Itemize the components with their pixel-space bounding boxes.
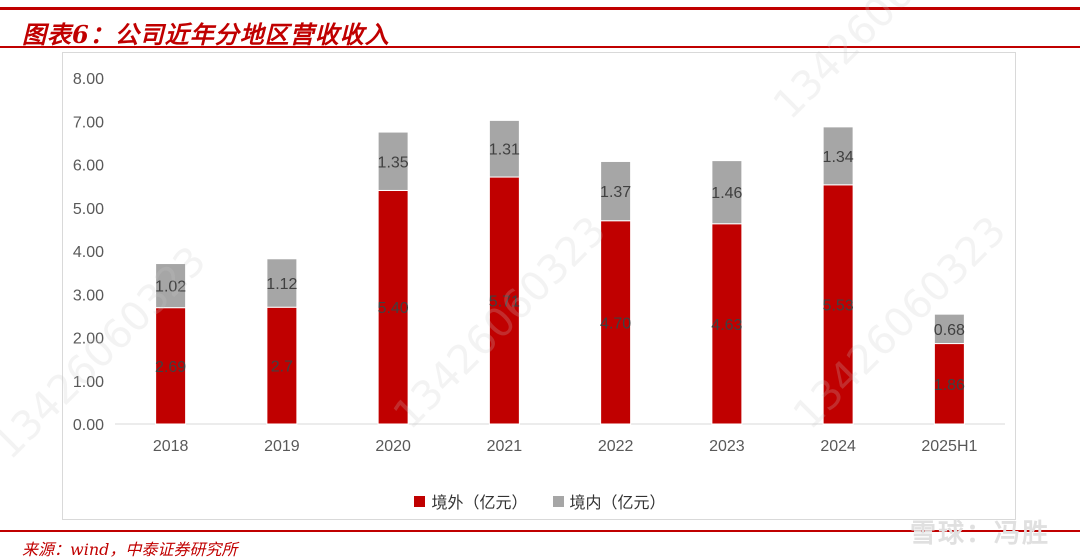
bar-domestic [600,160,632,222]
x-tick-label: 2020 [375,438,411,455]
bar-domestic [822,126,854,186]
data-label: 1.37 [600,184,631,201]
x-tick-label: 2019 [264,438,300,455]
legend-swatch-overseas [414,495,426,507]
bar-domestic [377,131,409,191]
chart-frame [62,52,1016,520]
bar-domestic [266,258,298,308]
y-tick-label: 8.00 [73,71,104,88]
source-note: 来源：wind，中泰证券研究所 [22,540,238,559]
data-label: 1.34 [823,149,854,166]
bar-domestic [933,313,965,345]
y-tick-label: 3.00 [73,287,104,304]
legend-label-domestic: 境内（亿元） [569,493,666,512]
data-label: 5.40 [378,300,409,317]
data-label: 5.71 [489,294,520,311]
x-tick-label: 2021 [487,438,523,455]
x-tick-label: 2022 [598,438,634,455]
bar-overseas [933,343,965,425]
legend-swatch-domestic [552,495,564,507]
legend-label-overseas: 境外（亿元） [431,493,528,512]
x-tick-label: 2018 [153,438,189,455]
bar-domestic [488,119,520,178]
xueqiu-logo: 雪球：冯胜 [909,519,1050,549]
bottom-rule [0,530,1080,532]
data-label: 1.46 [711,185,742,202]
data-label: 1.86 [934,377,965,394]
bar-overseas [155,307,187,425]
chart-title: 图表6：公司近年分地区营收收入 [22,20,390,49]
y-tick-label: 5.00 [73,201,104,218]
data-label: 5.53 [823,297,854,314]
data-label: 2.69 [155,359,186,376]
top-rule [0,7,1080,10]
title-rule [0,46,1080,48]
bar-overseas [377,189,409,425]
data-label: 1.35 [378,154,409,171]
legend-item-domestic: 境内（亿元） [552,489,666,513]
bar-overseas [711,223,743,425]
y-tick-label: 6.00 [73,158,104,175]
bar-domestic [711,160,743,225]
bar-overseas [488,176,520,425]
bar-overseas [266,306,298,425]
bar-overseas [600,220,632,425]
y-tick-label: 2.00 [73,331,104,348]
data-label: 4.70 [600,315,631,332]
x-tick-label: 2024 [820,438,856,455]
bar-overseas [822,184,854,425]
data-label: 2.7 [271,359,293,376]
data-label: 1.31 [489,142,520,159]
legend-item-overseas: 境外（亿元） [414,489,527,513]
data-label: 1.12 [266,276,297,293]
data-label: 0.68 [934,322,965,339]
data-label: 1.02 [155,279,186,296]
y-tick-label: 0.00 [73,417,104,434]
y-tick-label: 4.00 [73,244,104,261]
bar-domestic [155,263,187,309]
chart-legend: 境外（亿元） 境内（亿元） [0,489,1080,513]
x-tick-label: 2025H1 [921,438,977,455]
x-tick-label: 2023 [709,438,745,455]
y-tick-label: 1.00 [73,374,104,391]
data-label: 4.63 [711,317,742,334]
y-tick-label: 7.00 [73,114,104,131]
